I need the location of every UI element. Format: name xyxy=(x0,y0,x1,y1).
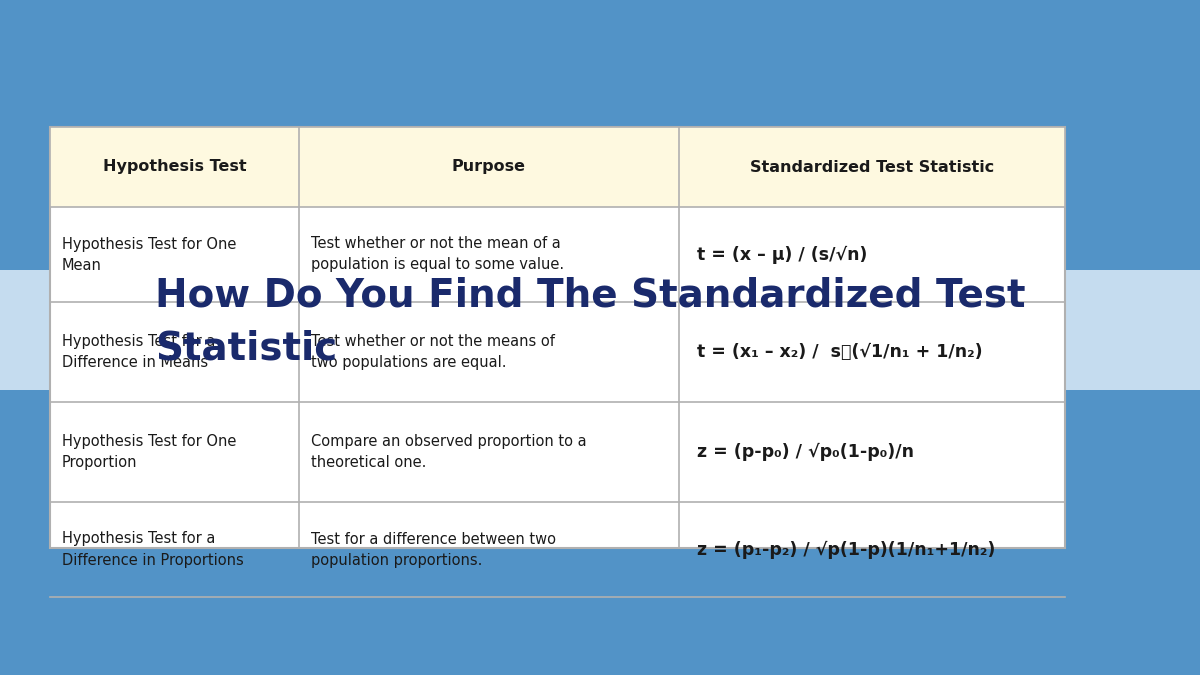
Bar xyxy=(0,270,1200,390)
Text: Statistic: Statistic xyxy=(155,329,337,367)
Text: t = (x₁ – x₂) /  s₝(√1/n₁ + 1/n₂): t = (x₁ – x₂) / s₝(√1/n₁ + 1/n₂) xyxy=(697,343,983,361)
Text: t = (x – μ) / (s/√n): t = (x – μ) / (s/√n) xyxy=(697,246,868,263)
Text: z = (p-p₀) / √p₀(1-p₀)/n: z = (p-p₀) / √p₀(1-p₀)/n xyxy=(697,443,914,461)
Bar xyxy=(50,127,1066,548)
Text: Test for a difference between two
population proportions.: Test for a difference between two popula… xyxy=(311,531,556,568)
Text: Hypothesis Test for a
Difference in Proportions: Hypothesis Test for a Difference in Prop… xyxy=(62,531,244,568)
Text: How Do You Find The Standardized Test: How Do You Find The Standardized Test xyxy=(155,276,1026,314)
Text: Standardized Test Statistic: Standardized Test Statistic xyxy=(750,159,995,175)
Text: z = (p₁-p₂) / √p(1-p)(1/n₁+1/n₂): z = (p₁-p₂) / √p(1-p)(1/n₁+1/n₂) xyxy=(697,541,996,559)
Text: Purpose: Purpose xyxy=(452,159,526,175)
Text: Hypothesis Test for a
Difference in Means: Hypothesis Test for a Difference in Mean… xyxy=(62,334,215,370)
Text: Hypothesis Test for One
Proportion: Hypothesis Test for One Proportion xyxy=(62,434,236,470)
Text: Hypothesis Test for One
Mean: Hypothesis Test for One Mean xyxy=(62,236,236,273)
Text: Hypothesis Test: Hypothesis Test xyxy=(102,159,246,175)
Text: Test whether or not the mean of a
population is equal to some value.: Test whether or not the mean of a popula… xyxy=(311,236,564,273)
Bar xyxy=(50,127,1066,207)
Text: Test whether or not the means of
two populations are equal.: Test whether or not the means of two pop… xyxy=(311,334,554,370)
Text: Compare an observed proportion to a
theoretical one.: Compare an observed proportion to a theo… xyxy=(311,434,587,470)
